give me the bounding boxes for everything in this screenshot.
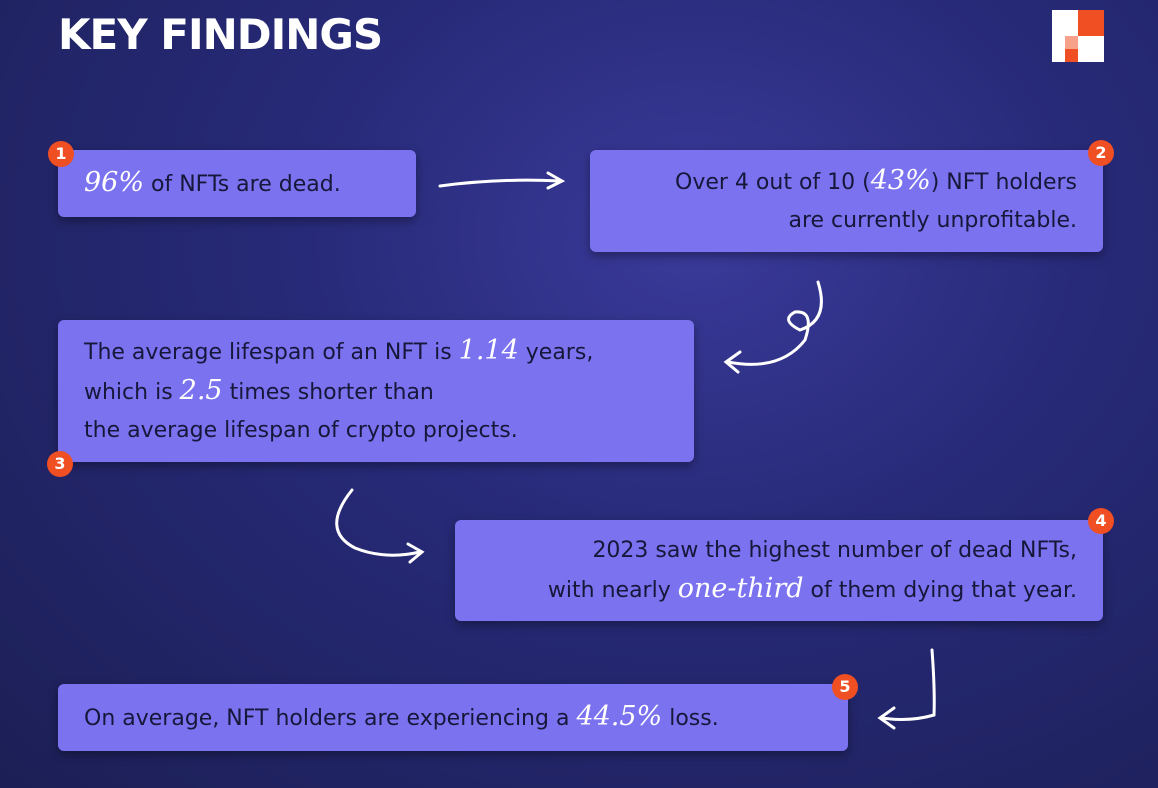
- badge: 4: [1088, 508, 1114, 534]
- finding-line: 96% of NFTs are dead.: [84, 164, 390, 204]
- finding-line: the average lifespan of crypto projects.: [84, 412, 668, 450]
- finding-box: The average lifespan of an NFT is 1.14 y…: [58, 320, 694, 462]
- text: which is: [84, 380, 180, 405]
- finding-box: 96% of NFTs are dead.: [58, 150, 416, 217]
- highlight: 44.5%: [576, 700, 663, 732]
- text: times shorter than: [222, 380, 434, 405]
- highlight: 96%: [84, 166, 145, 198]
- text: 2023 saw the highest number of dead NFTs…: [592, 537, 1077, 563]
- finding-line: 2023 saw the highest number of dead NFTs…: [481, 532, 1077, 570]
- finding-box: 2023 saw the highest number of dead NFTs…: [455, 520, 1103, 621]
- text: ) NFT holders: [930, 170, 1077, 195]
- highlight: 43%: [870, 165, 931, 196]
- badge: 2: [1088, 140, 1114, 166]
- text: the average lifespan of crypto projects.: [84, 418, 518, 443]
- finding-line: with nearly one-third of them dying that…: [481, 570, 1077, 610]
- text: loss.: [662, 705, 719, 731]
- text: are currently unprofitable.: [788, 208, 1077, 233]
- title: KEY FINDINGS: [58, 10, 383, 59]
- highlight: 1.14: [458, 335, 519, 366]
- logo: [1052, 10, 1104, 62]
- finding-box: On average, NFT holders are experiencing…: [58, 684, 848, 751]
- finding-box: Over 4 out of 10 (43%) NFT holders are cu…: [590, 150, 1103, 252]
- finding-line: Over 4 out of 10 (43%) NFT holders: [616, 162, 1077, 202]
- badge: 1: [48, 141, 74, 167]
- badge: 3: [47, 451, 73, 477]
- finding-line: On average, NFT holders are experiencing…: [84, 698, 822, 738]
- finding-line: which is 2.5 times shorter than: [84, 372, 668, 412]
- text: of them dying that year.: [803, 577, 1077, 603]
- text: On average, NFT holders are experiencing…: [84, 705, 577, 731]
- highlight: 2.5: [179, 375, 223, 406]
- text: The average lifespan of an NFT is: [84, 340, 459, 365]
- text: years,: [518, 340, 594, 365]
- badge: 5: [832, 674, 858, 700]
- text: Over 4 out of 10 (: [675, 170, 871, 195]
- finding-line: are currently unprofitable.: [616, 202, 1077, 240]
- text: with nearly: [547, 577, 678, 603]
- highlight: one-third: [677, 572, 804, 604]
- finding-line: The average lifespan of an NFT is 1.14 y…: [84, 332, 668, 372]
- text: of NFTs are dead.: [144, 171, 341, 197]
